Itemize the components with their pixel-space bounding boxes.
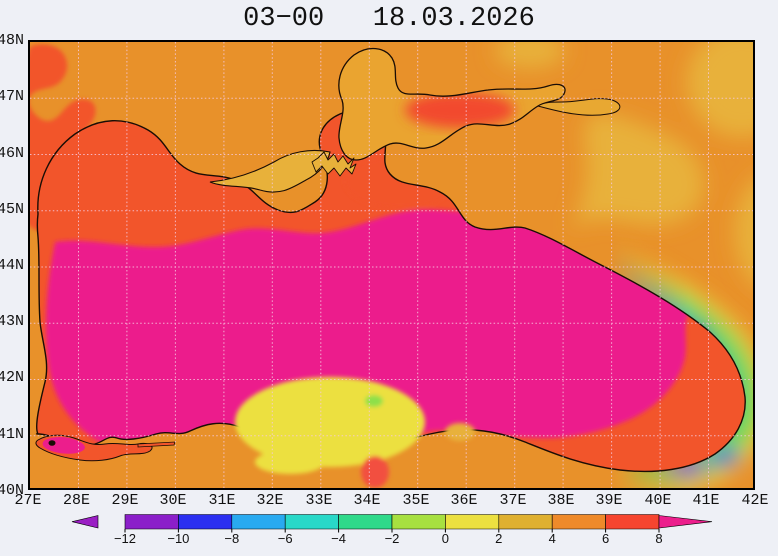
- svg-text:0: 0: [442, 531, 449, 546]
- svg-text:4: 4: [549, 531, 556, 546]
- svg-text:−6: −6: [278, 531, 293, 546]
- svg-text:−4: −4: [331, 531, 346, 546]
- svg-text:−2: −2: [385, 531, 400, 546]
- svg-text:2: 2: [495, 531, 502, 546]
- svg-text:−12: −12: [114, 531, 136, 546]
- svg-text:−8: −8: [224, 531, 239, 546]
- svg-text:−10: −10: [167, 531, 189, 546]
- svg-text:6: 6: [602, 531, 609, 546]
- svg-text:8: 8: [655, 531, 662, 546]
